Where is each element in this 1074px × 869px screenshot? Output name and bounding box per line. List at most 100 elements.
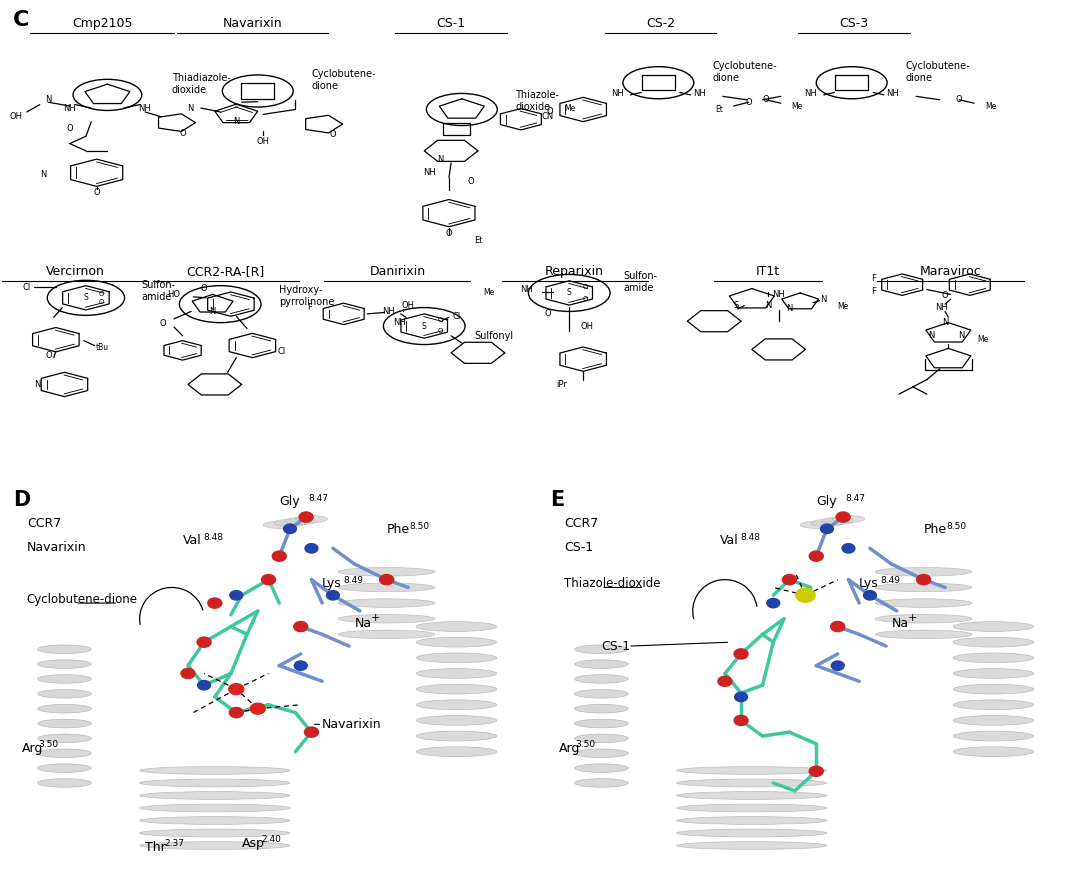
Text: O: O (942, 291, 948, 301)
Circle shape (198, 680, 211, 690)
Text: N: N (34, 380, 41, 389)
Circle shape (735, 715, 748, 726)
Text: Hydroxy-
pyrrolinone: Hydroxy- pyrrolinone (279, 285, 335, 307)
Text: Phe: Phe (387, 522, 410, 535)
Ellipse shape (954, 668, 1034, 679)
Ellipse shape (140, 829, 290, 837)
Text: O: O (446, 229, 452, 238)
Text: CCR7: CCR7 (27, 517, 61, 530)
Ellipse shape (417, 700, 496, 710)
Text: Sulfon-
amide: Sulfon- amide (623, 271, 657, 293)
Text: O: O (582, 284, 589, 290)
Circle shape (831, 661, 844, 670)
Text: O: O (763, 96, 769, 104)
Text: Na: Na (891, 616, 909, 629)
Ellipse shape (338, 583, 435, 592)
Text: NH: NH (804, 89, 817, 98)
Text: IT1t: IT1t (756, 265, 780, 278)
Text: F: F (871, 274, 875, 282)
Ellipse shape (338, 567, 435, 576)
Text: O: O (745, 97, 752, 107)
Text: Lys: Lys (322, 577, 342, 590)
Ellipse shape (677, 817, 827, 825)
Text: D: D (13, 489, 31, 510)
Circle shape (250, 703, 265, 714)
Ellipse shape (38, 645, 91, 653)
Ellipse shape (285, 517, 317, 525)
Ellipse shape (575, 734, 628, 743)
Text: C: C (13, 10, 29, 30)
Ellipse shape (800, 521, 832, 528)
Text: N: N (821, 295, 827, 304)
Ellipse shape (954, 684, 1034, 694)
Text: Cl: Cl (452, 312, 461, 321)
Text: 8.50: 8.50 (946, 521, 967, 531)
Ellipse shape (295, 515, 328, 522)
Ellipse shape (954, 715, 1034, 726)
Text: E: E (550, 489, 565, 510)
Ellipse shape (417, 653, 496, 663)
Circle shape (810, 766, 823, 776)
Circle shape (810, 551, 823, 561)
Text: Gly: Gly (279, 495, 300, 508)
Text: O: O (98, 291, 104, 297)
Text: NH: NH (382, 307, 395, 316)
Ellipse shape (140, 766, 290, 774)
Circle shape (230, 591, 243, 600)
Circle shape (735, 649, 748, 659)
Circle shape (230, 707, 243, 718)
Text: S: S (734, 302, 738, 310)
Text: +: + (908, 614, 917, 623)
Ellipse shape (38, 749, 91, 758)
Text: CS-1: CS-1 (436, 17, 466, 30)
Text: N: N (209, 307, 216, 316)
Ellipse shape (954, 746, 1034, 757)
Text: S: S (84, 294, 88, 302)
Text: Thiazole-
dioxide: Thiazole- dioxide (516, 90, 560, 112)
Text: Cl: Cl (23, 282, 31, 292)
Ellipse shape (417, 637, 496, 647)
Text: Arg: Arg (558, 741, 580, 754)
Text: Navarixin: Navarixin (322, 718, 382, 731)
Text: N: N (942, 318, 948, 327)
Circle shape (831, 621, 844, 632)
Text: 3.50: 3.50 (576, 740, 596, 748)
Text: Vercirnon: Vercirnon (46, 265, 104, 278)
Text: NH: NH (520, 285, 533, 294)
Ellipse shape (954, 700, 1034, 710)
Ellipse shape (875, 599, 972, 607)
Text: 8.47: 8.47 (846, 494, 866, 503)
Circle shape (294, 621, 308, 632)
Text: O: O (437, 317, 444, 323)
Circle shape (735, 693, 748, 701)
Text: Na: Na (354, 616, 372, 629)
Text: NH: NH (886, 89, 899, 98)
Text: O: O (547, 108, 553, 116)
Ellipse shape (575, 645, 628, 653)
Text: N: N (437, 156, 444, 164)
Circle shape (767, 599, 780, 607)
Text: Danirixin: Danirixin (369, 265, 425, 278)
Ellipse shape (417, 621, 496, 632)
Text: Phe: Phe (924, 522, 947, 535)
Text: Me: Me (564, 103, 575, 112)
Ellipse shape (575, 749, 628, 758)
Text: 8.47: 8.47 (309, 494, 329, 503)
Ellipse shape (875, 567, 972, 576)
Text: Lys: Lys (859, 577, 879, 590)
Text: N: N (233, 117, 240, 126)
Circle shape (299, 512, 314, 522)
Ellipse shape (575, 779, 628, 787)
Text: NH: NH (693, 89, 706, 98)
Text: HO: HO (168, 290, 180, 299)
Ellipse shape (338, 599, 435, 607)
Text: N: N (958, 331, 964, 341)
Ellipse shape (38, 689, 91, 698)
Text: Cyclobutene-
dione: Cyclobutene- dione (311, 70, 376, 91)
Circle shape (229, 684, 244, 694)
Ellipse shape (677, 792, 827, 799)
Ellipse shape (677, 804, 827, 812)
Ellipse shape (38, 705, 91, 713)
Text: Cyclobutene-
dione: Cyclobutene- dione (712, 61, 777, 83)
Circle shape (326, 591, 339, 600)
